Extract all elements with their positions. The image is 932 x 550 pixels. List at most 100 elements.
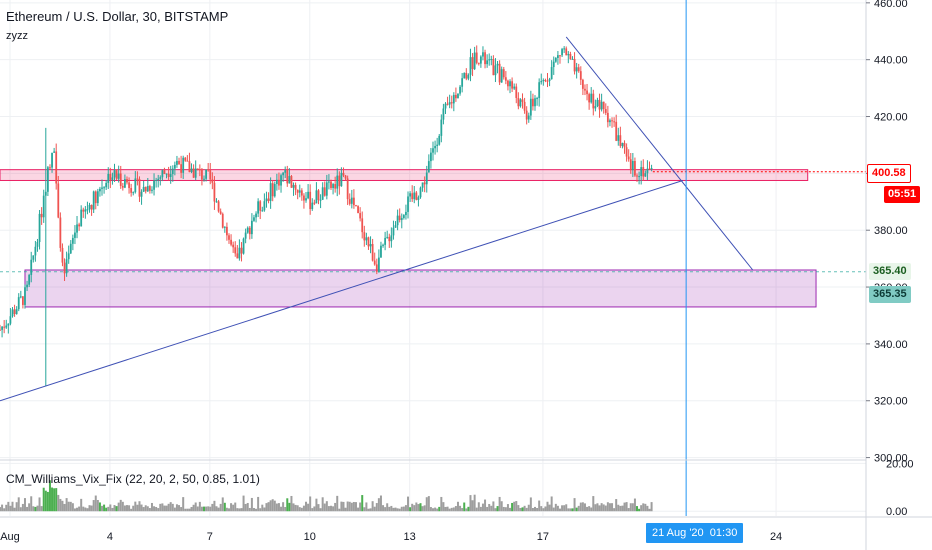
candle-body [190, 168, 193, 173]
candle-body [309, 191, 312, 210]
candle-body [523, 101, 526, 111]
crosshair-time: 01:30 [709, 527, 738, 539]
candle-body [544, 80, 547, 82]
candle-body [344, 175, 347, 179]
candle-body [565, 48, 568, 56]
candle-body [494, 65, 497, 76]
indicator-bar [384, 507, 387, 512]
indicator-bar [617, 504, 620, 512]
candle-body [117, 173, 120, 179]
candle-body [613, 121, 616, 123]
support-zone [24, 269, 817, 308]
indicator-bar [121, 501, 124, 512]
candle-body [67, 253, 70, 260]
candle-body [151, 189, 153, 191]
candle-body [611, 120, 613, 122]
candle-body [26, 284, 28, 288]
indicator-bar [40, 506, 43, 512]
indicator-bar [280, 506, 283, 512]
candle-body [350, 197, 353, 204]
indicator-bar [234, 502, 237, 512]
candle-body [294, 184, 297, 190]
candle-body [636, 175, 638, 177]
candle-body [346, 178, 349, 200]
candle-body [604, 109, 607, 113]
candle-body [121, 185, 124, 188]
indicator-bar [606, 502, 609, 512]
price-tick-label: 440.00 [874, 55, 908, 67]
candle-body [223, 226, 226, 228]
indicator-bar [217, 507, 220, 512]
indicator-bar [558, 508, 561, 512]
candle-body [650, 167, 653, 170]
indicator-bar [623, 502, 626, 512]
candle-body [217, 201, 220, 212]
candle-body [513, 86, 516, 89]
candle-body [236, 253, 239, 259]
candle-body [317, 190, 320, 201]
candle-body [377, 257, 380, 272]
candle-body [615, 121, 618, 141]
candle-body [454, 94, 457, 99]
indicator-bar [556, 505, 559, 512]
indicator-bar [246, 502, 249, 512]
candle-body [17, 297, 20, 310]
candle-body [271, 183, 274, 197]
indicator-bar [19, 507, 22, 512]
indicator-bar [346, 501, 349, 512]
candle-body [579, 71, 582, 80]
indicator-bar [88, 505, 91, 512]
indicator-bar [334, 502, 337, 512]
indicator-bar [7, 501, 10, 512]
indicator-bar [275, 503, 278, 512]
candle-body [440, 119, 443, 136]
symbol-title: Ethereum / U.S. Dollar, 30, BITSTAMP [6, 9, 229, 24]
indicator-bar [290, 495, 293, 512]
indicator-bar [117, 502, 120, 512]
candle-body [496, 63, 499, 66]
candle-body [209, 169, 212, 180]
candle-body [415, 192, 418, 200]
indicator-bar [463, 502, 466, 512]
indicator-bar [490, 505, 493, 512]
candle-body [51, 152, 53, 168]
candle-body [103, 187, 105, 189]
indicator-bar [157, 508, 160, 512]
candle-body [148, 186, 151, 191]
indicator-bar [588, 506, 591, 512]
indicator-bar [257, 496, 260, 512]
indicator-bar [200, 506, 203, 512]
indicator-bar [101, 505, 104, 512]
candle-body [284, 170, 287, 173]
indicator-bar [519, 507, 522, 512]
indicator-bar [69, 501, 72, 512]
indicator-bar [311, 508, 314, 512]
indicator-bar [248, 507, 251, 512]
indicator-bar [492, 501, 495, 512]
candle-body [59, 217, 62, 248]
indicator-bar [377, 498, 380, 512]
candle-body [69, 243, 72, 254]
candle-body [21, 296, 24, 305]
indicator-bar [315, 498, 318, 512]
countdown-tag: 05:51 [884, 186, 921, 203]
indicator-bar [65, 498, 68, 512]
candle-body [234, 247, 237, 254]
candle-body [519, 99, 522, 107]
indicator-bar [115, 506, 118, 512]
candle-body [380, 245, 382, 258]
time-tick-label: 10 [304, 531, 316, 543]
candle-body [602, 101, 605, 110]
indicator-bar [1, 504, 4, 512]
indicator-bar [288, 502, 291, 512]
candle-body [46, 167, 49, 192]
indicator-bar [277, 503, 280, 512]
candle-body [188, 161, 191, 173]
candle-body [219, 211, 222, 214]
indicator-bar [352, 501, 355, 512]
indicator-bar [369, 508, 372, 512]
candle-body [55, 151, 58, 184]
indicator-bar [186, 508, 189, 512]
indicator-bar [425, 497, 428, 512]
